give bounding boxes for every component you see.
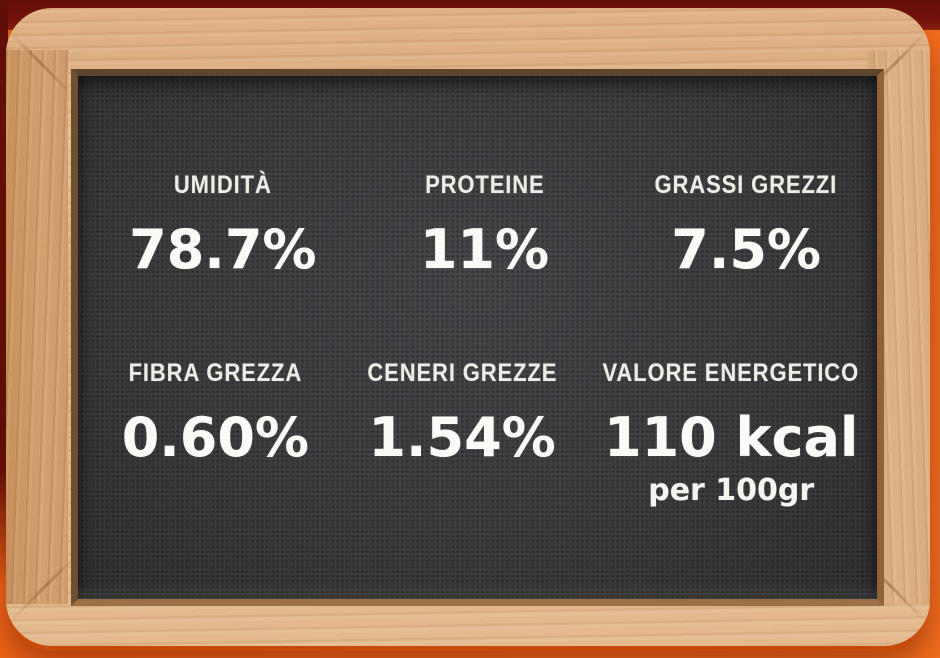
nutrient-label: FIBRA GREZZA [128, 359, 303, 387]
nutrient-label: CENERI GREZZE [367, 359, 558, 387]
slate-surface: UMIDITÀ 78.7% PROTEINE 11% GRASSI GREZZI… [71, 69, 884, 606]
nutrient-cell-grassi-grezzi: GRASSI GREZZI 7.5% [615, 170, 877, 282]
nutrient-label: GRASSI GREZZI [654, 171, 838, 199]
nutrient-value: 0.60% [121, 406, 310, 469]
nutrient-label: VALORE ENERGETICO [602, 359, 860, 387]
nutrient-value: 110 kcal [604, 406, 859, 469]
nutrient-cell-proteine: PROTEINE 11% [354, 170, 616, 282]
nutrient-label: UMIDITÀ [173, 171, 272, 199]
wood-frame-left [6, 50, 68, 604]
nutrient-label: PROTEINE [424, 171, 545, 199]
nutrient-cell-umidita: UMIDITÀ 78.7% [92, 170, 354, 282]
nutrient-value: 78.7% [129, 218, 317, 281]
energy-per-weight-note: per 100gr [648, 473, 815, 508]
nutrition-grid: UMIDITÀ 78.7% PROTEINE 11% GRASSI GREZZI… [92, 76, 877, 599]
nutrient-cell-valore-energetico: VALORE ENERGETICO 110 kcal per 100gr [585, 358, 877, 508]
nutrient-value: 11% [419, 218, 550, 281]
nutrient-value: 1.54% [368, 406, 556, 469]
wall-shadow-left [0, 0, 8, 585]
nutrient-value: 7.5% [671, 218, 822, 281]
chalkboard: UMIDITÀ 78.7% PROTEINE 11% GRASSI GREZZI… [6, 8, 930, 646]
nutrient-cell-ceneri-grezze: CENERI GREZZE 1.54% [339, 358, 586, 508]
nutrient-cell-fibra-grezza: FIBRA GREZZA 0.60% [92, 358, 339, 508]
nutrition-row-2: FIBRA GREZZA 0.60% CENERI GREZZE 1.54% V… [92, 358, 877, 508]
nutrition-row-1: UMIDITÀ 78.7% PROTEINE 11% GRASSI GREZZI… [92, 170, 877, 282]
